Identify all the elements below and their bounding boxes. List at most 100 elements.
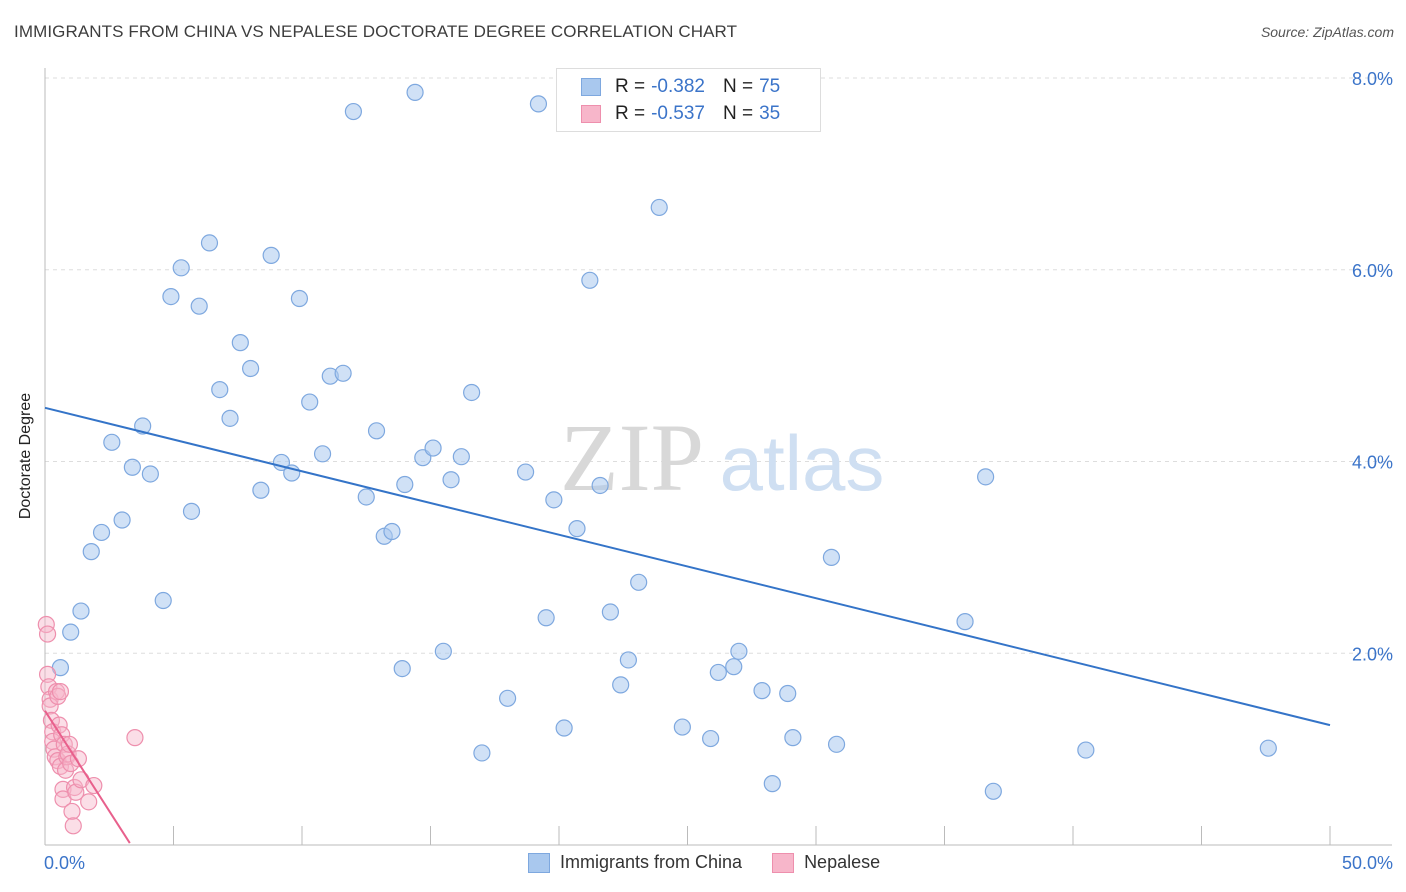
china-data-point (537, 609, 555, 627)
china-data-point (463, 383, 481, 402)
nepalese-data-point (126, 729, 144, 747)
china-data-point (82, 543, 100, 561)
legend-label-china: Immigrants from China (560, 852, 743, 872)
china-data-point (984, 782, 1002, 800)
china-data-point (313, 445, 332, 463)
china-data-point (581, 271, 599, 289)
china-data-point (383, 522, 401, 541)
legend-r-label: R = (615, 103, 646, 124)
china-data-point (822, 548, 841, 566)
legend-label-nepalese: Nepalese (804, 852, 881, 872)
china-data-point (650, 198, 668, 217)
legend-r-value: -0.537 (651, 103, 705, 124)
china-data-point (763, 775, 781, 793)
nepalese-data-point (60, 735, 79, 753)
china-data-point (367, 422, 386, 440)
legend-row-nepalese: R = -0.537 N = 35 (581, 102, 780, 126)
china-data-point (499, 689, 517, 707)
china-data-point (452, 448, 470, 466)
china-data-point (190, 297, 208, 315)
trend-lines (44, 406, 1331, 844)
china-data-point (673, 718, 691, 736)
nepalese-data-point (38, 625, 57, 643)
china-data-point (252, 481, 270, 499)
series-nepalese-points (37, 615, 144, 835)
legend-n-value: 75 (759, 76, 781, 97)
china-data-point (591, 476, 609, 495)
china-data-point (182, 502, 201, 520)
china-data-point (154, 591, 172, 610)
y-tick-label: 6.0% (1352, 261, 1393, 281)
china-data-point (103, 433, 121, 451)
china-data-point (529, 95, 548, 113)
china-data-point (977, 468, 995, 486)
x-tick-label: 0.0% (44, 853, 85, 873)
legend-swatch-nepalese (581, 105, 601, 123)
china-data-point (784, 729, 802, 747)
nepalese-data-point (80, 793, 98, 811)
china-data-point (601, 603, 620, 621)
nepalese-data-point (38, 665, 57, 683)
china-data-point (473, 744, 491, 762)
axes (44, 68, 1392, 846)
china-data-point (92, 523, 111, 542)
china-data-point (753, 682, 771, 700)
watermark: ZIP atlas (560, 404, 884, 511)
grid-lines (45, 77, 1392, 654)
china-data-point (396, 475, 414, 494)
china-data-point (406, 83, 424, 101)
china-data-point (612, 676, 630, 694)
china-data-point (779, 684, 797, 703)
legend-swatch-china (528, 852, 550, 873)
china-data-point (221, 409, 239, 427)
watermark-atlas: atlas (720, 419, 885, 507)
legend-r-label: R = (615, 76, 646, 97)
legend-n-value: 35 (759, 103, 781, 124)
china-trend-line (44, 406, 1331, 727)
tick-labels: 2.0% 4.0% 6.0% 8.0% 0.0% 50.0% (44, 69, 1393, 873)
watermark-zip: ZIP (560, 404, 704, 511)
nepalese-data-point (49, 687, 67, 705)
china-data-point (344, 102, 362, 121)
china-data-point (555, 719, 573, 737)
nepalese-data-point (69, 750, 88, 768)
stats-legend: R = -0.382 N = 75 R = -0.537 N = 35 (556, 68, 821, 132)
nepalese-data-point (64, 817, 82, 835)
china-data-point (72, 602, 90, 620)
legend-n-label: N = (722, 76, 754, 97)
china-data-point (290, 289, 309, 308)
china-data-point (630, 573, 648, 591)
china-data-point (357, 488, 375, 506)
legend-item-nepalese[interactable]: Nepalese (772, 852, 880, 873)
china-data-point (619, 651, 637, 669)
series-legend: Immigrants from China Nepalese (528, 852, 910, 873)
y-tick-label: 2.0% (1352, 644, 1393, 664)
china-data-point (172, 259, 190, 277)
legend-n-label: N = (722, 103, 754, 124)
china-data-point (702, 729, 720, 748)
china-data-point (442, 471, 460, 489)
china-data-point (211, 380, 229, 399)
nepalese-trend-line (44, 710, 131, 844)
china-data-point (568, 520, 586, 538)
china-data-point (200, 234, 219, 252)
china-data-point (730, 642, 748, 660)
legend-swatch-china (581, 78, 601, 96)
china-data-point (434, 642, 452, 660)
china-data-point (516, 463, 535, 481)
legend-item-china[interactable]: Immigrants from China (528, 852, 742, 873)
china-data-point (231, 334, 249, 352)
china-data-point (827, 735, 846, 753)
source-credit: Source: ZipAtlas.com (1260, 24, 1394, 40)
nepalese-data-point (63, 802, 81, 821)
china-data-point (725, 658, 743, 676)
china-data-point (1077, 741, 1095, 759)
china-data-point (424, 439, 442, 457)
chart-title: IMMIGRANTS FROM CHINA VS NEPALESE DOCTOR… (14, 22, 738, 41)
china-data-point (545, 491, 563, 509)
china-data-point (1259, 739, 1277, 757)
legend-r-value: -0.382 (651, 76, 705, 97)
nepalese-data-point (51, 682, 70, 701)
china-data-point (113, 511, 131, 529)
